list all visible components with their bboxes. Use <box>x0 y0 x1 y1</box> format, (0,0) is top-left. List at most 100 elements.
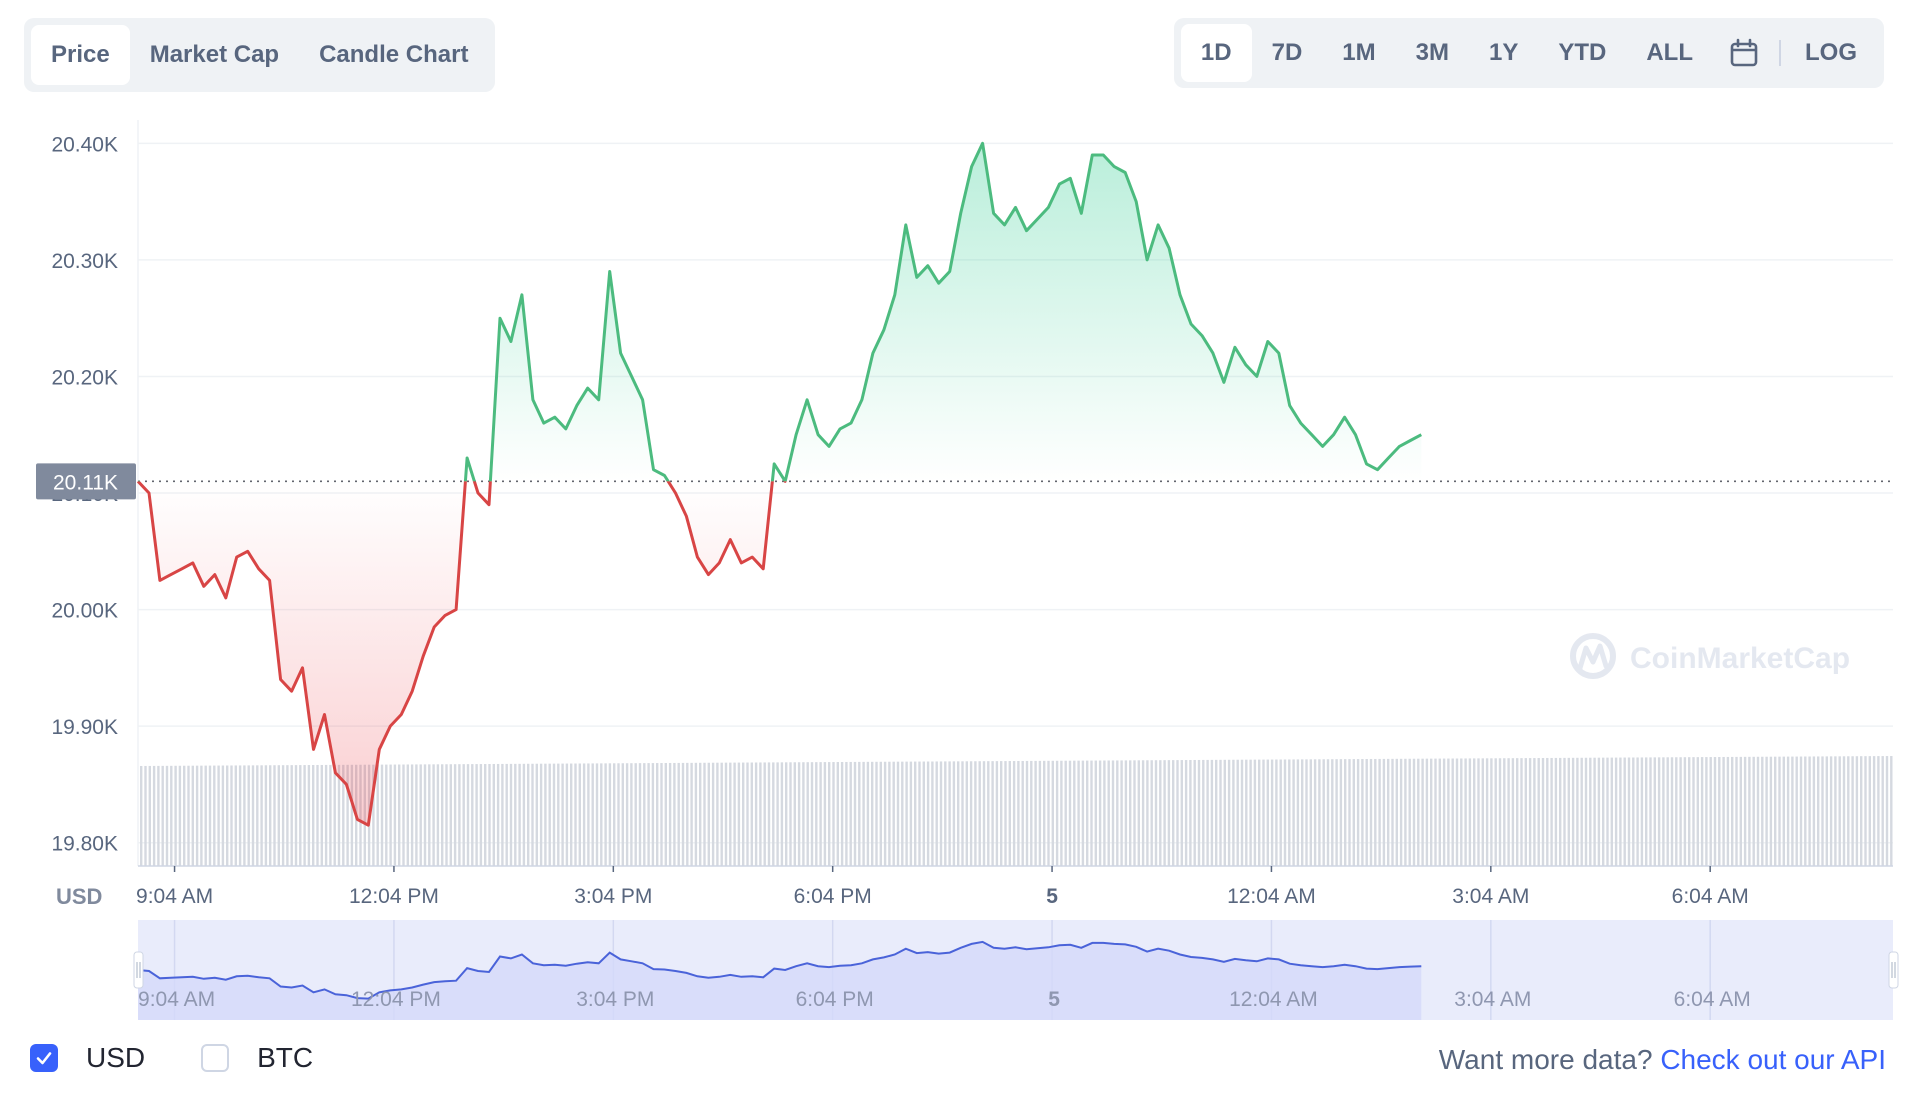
volume-bar <box>806 762 809 866</box>
volume-bar <box>281 765 285 866</box>
volume-bar <box>1494 758 1497 866</box>
volume-bar <box>832 762 835 866</box>
volume-bar <box>1120 760 1123 866</box>
volume-bar <box>1395 758 1398 866</box>
tab-market-cap[interactable]: Market Cap <box>149 41 280 68</box>
volume-bar <box>402 764 405 866</box>
volume-bar <box>385 764 388 866</box>
range-all[interactable]: ALL <box>1646 39 1693 66</box>
volume-bar <box>1709 757 1712 866</box>
volume-bar <box>1301 759 1304 866</box>
volume-bar <box>892 761 895 866</box>
log-scale-toggle[interactable]: LOG <box>1805 39 1857 66</box>
range-1d[interactable]: 1D <box>1180 24 1252 82</box>
volume-bar <box>1305 759 1308 866</box>
volume-bar <box>1881 756 1884 866</box>
volume-bar <box>264 765 268 866</box>
volume-bar <box>471 764 474 866</box>
volume-bar <box>1232 759 1235 866</box>
volume-bar <box>449 764 452 866</box>
volume-bar <box>879 761 882 866</box>
volume-bar <box>312 765 315 866</box>
volume-bar <box>767 762 771 866</box>
navigator-line <box>137 940 1422 1000</box>
calendar-button[interactable] <box>1713 24 1775 82</box>
volume-bar <box>1408 758 1411 866</box>
volume-bar <box>651 763 655 866</box>
btc-checkbox[interactable] <box>201 1044 230 1072</box>
x-tick-label: 3:04 AM <box>1452 885 1529 908</box>
volume-bar <box>1240 759 1244 866</box>
volume-bar <box>1322 759 1325 866</box>
volume-bar <box>1262 759 1265 866</box>
range-1y[interactable]: 1Y <box>1488 39 1519 66</box>
volume-bar <box>926 761 930 866</box>
usd-checkbox[interactable] <box>30 1044 58 1072</box>
volume-bar <box>1339 759 1343 866</box>
volume-bar <box>1769 756 1773 866</box>
volume-bar <box>552 763 556 866</box>
volume-bar <box>681 762 685 866</box>
volume-bar <box>226 765 229 866</box>
volume-bar <box>320 764 323 866</box>
price-area-up <box>138 143 1422 482</box>
volume-bar <box>1288 759 1291 866</box>
api-link[interactable]: Check out our API <box>1660 1044 1886 1075</box>
volume-bar <box>479 764 483 866</box>
volume-bar <box>1795 756 1798 866</box>
volume-bar <box>707 762 710 866</box>
volume-bar <box>1503 758 1506 866</box>
volume-bar <box>1008 761 1011 866</box>
volume-bar <box>1374 758 1377 866</box>
volume-bar <box>1563 757 1566 866</box>
volume-bar <box>1064 760 1067 866</box>
range-navigator[interactable]: 9:04 AM 12:04 PM 3:04 PM 6:04 PM 5 12:04 AM 3:… <box>133 920 1899 1020</box>
price-line-up <box>137 141 1423 482</box>
volume-bar <box>1455 758 1459 866</box>
y-axis: 19.80K19.90K20.00K20.10K20.20K20.30K20.4… <box>51 133 118 855</box>
volume-bar <box>346 764 349 866</box>
volume-bar <box>939 761 943 866</box>
volume-bar <box>1025 760 1029 866</box>
volume-bar <box>1825 756 1828 866</box>
volume-bar <box>810 762 814 866</box>
volume-bar <box>922 761 925 866</box>
x-tick-label: 6:04 PM <box>794 885 872 908</box>
y-tick-label: 20.20K <box>51 366 118 389</box>
volume-bar <box>337 764 341 866</box>
volume-bar <box>974 761 977 866</box>
tab-price[interactable]: Price <box>31 25 130 85</box>
volume-bar <box>1838 756 1841 866</box>
volume-bar <box>1150 760 1153 866</box>
volume-bar <box>1021 760 1024 866</box>
volume-bar <box>509 763 513 866</box>
volume-bar <box>1778 756 1781 866</box>
volume-bar <box>419 764 422 866</box>
volume-bar <box>1739 756 1742 866</box>
range-3m[interactable]: 3M <box>1415 39 1449 66</box>
volume-bar <box>1116 760 1119 866</box>
volume-bar <box>1774 756 1777 866</box>
volume-bar <box>1550 757 1553 866</box>
volume-bar <box>862 761 865 866</box>
volume-bar <box>1159 760 1162 866</box>
volume-bar <box>1593 757 1596 866</box>
volume-bar <box>1576 757 1579 866</box>
volume-bar <box>1627 757 1631 866</box>
volume-bar <box>1283 759 1287 866</box>
range-ytd[interactable]: YTD <box>1558 39 1607 66</box>
volume-bar <box>1520 758 1523 866</box>
volume-bar <box>1210 759 1214 866</box>
range-1m[interactable]: 1M <box>1342 39 1376 66</box>
volume-bar <box>888 761 891 866</box>
tab-candle-chart[interactable]: Candle Chart <box>319 41 469 68</box>
reference-tag-bg <box>36 463 136 500</box>
range-7d[interactable]: 7D <box>1271 39 1303 66</box>
volume-bar <box>1387 758 1390 866</box>
volume-bar <box>746 762 749 866</box>
volume-bar <box>441 764 444 866</box>
volume-bar <box>772 762 775 866</box>
x-tick-label: 5 <box>1046 885 1058 908</box>
volume-bar <box>1189 760 1192 866</box>
